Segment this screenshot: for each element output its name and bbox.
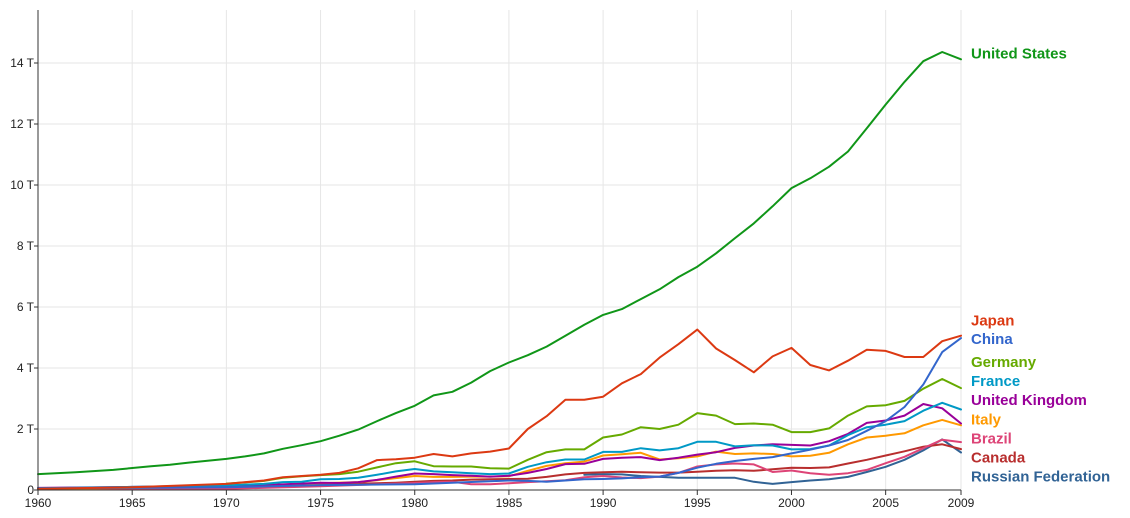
- y-tick-label: 14 T: [10, 56, 34, 70]
- series-line-united-kingdom: [37, 403, 962, 489]
- y-tick-label: 10 T: [10, 178, 34, 192]
- series-end-labels: United States Japan China Germany France Unit…: [971, 45, 1110, 485]
- series-label-brazil: Brazil: [971, 431, 1012, 448]
- series-lines: [37, 51, 962, 491]
- x-tick-label: 1970: [213, 496, 240, 510]
- series-line-united-states: [37, 51, 962, 476]
- y-tick-label: 12 T: [10, 117, 34, 131]
- x-tick-label: 1960: [25, 496, 52, 510]
- series-label-united-states: United States: [971, 45, 1067, 62]
- series-label-united-kingdom: United Kingdom: [971, 392, 1087, 409]
- x-tick-label: 1995: [684, 496, 711, 510]
- series-line-france: [37, 401, 962, 490]
- x-tick-label: 2009: [948, 496, 975, 510]
- y-tick-label: 0: [27, 483, 34, 497]
- axes: 1960 1965 1970 1975 1980 1985 1990 1995 2000 2005…: [10, 10, 975, 510]
- series-label-canada: Canada: [971, 450, 1026, 467]
- series-line-germany: [225, 378, 962, 485]
- x-tick-label: 1985: [496, 496, 523, 510]
- x-tick-label: 1965: [119, 496, 146, 510]
- series-line-china: [37, 337, 962, 490]
- x-tick-label: 1975: [307, 496, 334, 510]
- x-tick-label: 1990: [590, 496, 617, 510]
- series-label-italy: Italy: [971, 412, 1002, 429]
- series-label-china: China: [971, 331, 1013, 348]
- y-tick-label: 8 T: [17, 239, 35, 253]
- series-line-italy: [37, 418, 962, 490]
- series-label-japan: Japan: [971, 312, 1014, 329]
- series-label-france: France: [971, 373, 1020, 390]
- x-tick-label: 2000: [778, 496, 805, 510]
- y-tick-label: 4 T: [17, 361, 35, 375]
- series-label-germany: Germany: [971, 354, 1037, 371]
- y-tick-label: 6 T: [17, 300, 35, 314]
- series-line-canada: [37, 443, 962, 490]
- series-line-japan: [37, 328, 962, 490]
- y-tick-label: 2 T: [17, 422, 35, 436]
- series-label-russian-federation: Russian Federation: [971, 468, 1110, 485]
- x-tick-label: 2005: [872, 496, 899, 510]
- x-tick-label: 1980: [401, 496, 428, 510]
- grid: [37, 10, 962, 490]
